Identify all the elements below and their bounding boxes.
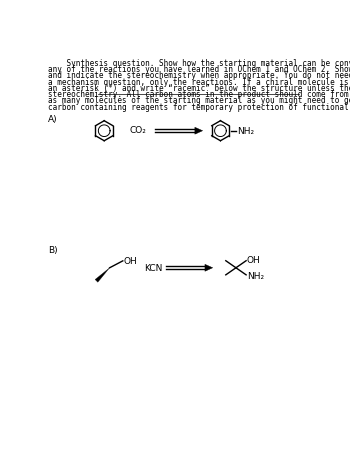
Polygon shape	[195, 128, 203, 135]
Text: Synthesis question. Show how the starting material can be converted to the produ: Synthesis question. Show how the startin…	[48, 58, 350, 67]
Text: KCN: KCN	[145, 263, 163, 272]
Text: as many molecules of the starting material as you might need to get to the produ: as many molecules of the starting materi…	[48, 96, 350, 105]
Text: and indicate the stereochemistry when appropriate. You do not need to show arrow: and indicate the stereochemistry when ap…	[48, 71, 350, 80]
Text: A): A)	[48, 115, 58, 123]
Text: OH: OH	[247, 256, 261, 265]
Text: NH₂: NH₂	[247, 272, 264, 280]
Text: NH₂: NH₂	[237, 127, 254, 136]
Polygon shape	[205, 265, 213, 272]
Polygon shape	[95, 268, 110, 283]
Text: an asterisk (*) and write “racemic” below the structure unless the chiral center: an asterisk (*) and write “racemic” belo…	[48, 84, 350, 93]
Text: carbon containing reagents for temporary protection of functional groups, if nee: carbon containing reagents for temporary…	[48, 102, 350, 111]
Text: a mechanism question, only the reactions. If a chiral molecule is formed mark th: a mechanism question, only the reactions…	[48, 77, 350, 86]
Text: B): B)	[48, 245, 58, 254]
Text: any of the reactions you have learned in OChem 1 and OChem 2. Show all the reage: any of the reactions you have learned in…	[48, 65, 350, 74]
Text: stereochemistry. All carbon atoms in the product should come from the same start: stereochemistry. All carbon atoms in the…	[48, 90, 350, 99]
Text: OH: OH	[124, 256, 137, 265]
Text: CO₂: CO₂	[130, 126, 147, 135]
